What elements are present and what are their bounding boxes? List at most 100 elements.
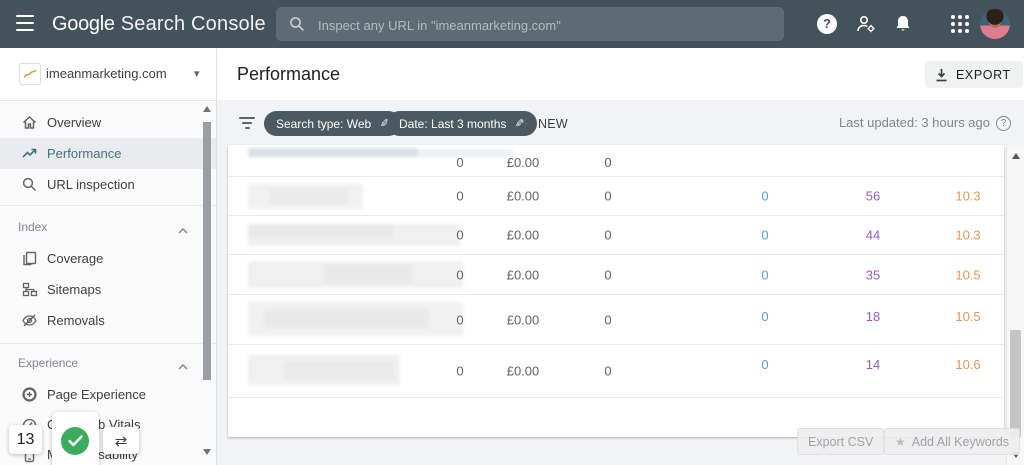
- position-cell: 10.3: [955, 188, 981, 204]
- last-updated-help-icon[interactable]: ?: [996, 116, 1011, 131]
- sidebar-item-page-experience[interactable]: Page Experience: [0, 379, 216, 410]
- sidebar-item-performance[interactable]: Performance: [0, 138, 216, 169]
- redacted-keyword: [323, 264, 413, 285]
- download-icon: [936, 68, 947, 81]
- competition-cell: 0: [604, 312, 612, 327]
- cpc-cell: £0.00: [506, 363, 540, 379]
- page-title: Performance: [237, 64, 341, 84]
- cpc-cell: £0.00: [506, 188, 540, 204]
- notifications-button[interactable]: [891, 12, 915, 36]
- success-check-icon: [61, 427, 89, 455]
- table-row[interactable]: 0 £0.00 0: [228, 145, 1004, 177]
- volume-cell: 0: [456, 267, 464, 282]
- competition-cell: 0: [604, 227, 612, 243]
- position-cell: 10.5: [955, 267, 981, 282]
- hamburger-menu-icon[interactable]: [16, 15, 36, 31]
- competition-cell: 0: [604, 267, 612, 282]
- table-row[interactable]: 0 £0.00 0 0 14 10.6: [228, 345, 1004, 398]
- new-filter-button[interactable]: + NEW: [520, 111, 568, 136]
- logo-primary: Google: [52, 13, 115, 35]
- sidebar: imeanmarketing.com ▾ Overview Performanc…: [0, 48, 217, 465]
- help-button[interactable]: ?: [815, 12, 839, 36]
- google-apps-button[interactable]: [948, 12, 972, 36]
- eye-off-icon: [21, 312, 38, 329]
- clicks-cell: 0: [761, 267, 769, 282]
- chip-label: Search type: Web: [276, 116, 372, 131]
- cpc-cell: £0.00: [506, 267, 540, 282]
- sidebar-item-label: Performance: [47, 146, 122, 161]
- redacted-keyword: [248, 224, 393, 238]
- section-label: Experience: [18, 356, 79, 370]
- sidebar-scroll-up-arrow[interactable]: [203, 106, 211, 112]
- app-logo: Google Search Console: [52, 0, 266, 48]
- sidebar-item-overview[interactable]: Overview: [0, 107, 216, 138]
- search-icon: [290, 17, 304, 31]
- sidebar-scrollbar-thumb[interactable]: [203, 122, 211, 380]
- section-label: Index: [18, 220, 48, 234]
- sidebar-item-label: Page Experience: [47, 387, 147, 402]
- sidebar-item-url-inspection[interactable]: URL inspection: [0, 169, 216, 200]
- chip-label: Date: Last 3 months: [399, 116, 507, 131]
- redacted-keyword: [284, 361, 394, 380]
- extension-count-badge[interactable]: 13: [9, 425, 42, 454]
- competition-cell: 0: [604, 188, 612, 204]
- extension-add-all-keywords-button[interactable]: ★ Add All Keywords: [884, 428, 1021, 455]
- filter-list-icon[interactable]: [239, 117, 255, 129]
- volume-cell: 0: [456, 227, 464, 243]
- volume-cell: 0: [456, 363, 464, 379]
- help-icon: ?: [817, 14, 837, 34]
- table-row[interactable]: 0 £0.00 0 0 56 10.3: [228, 177, 1004, 216]
- sidebar-item-coverage[interactable]: Coverage: [0, 243, 216, 274]
- sitemap-tree-icon: [21, 281, 38, 298]
- impressions-cell: 56: [865, 188, 881, 204]
- sidebar-item-sitemaps[interactable]: Sitemaps: [0, 274, 216, 305]
- scrollbar-thumb[interactable]: [1010, 330, 1021, 438]
- filter-chip-search-type[interactable]: Search type: Web ✎: [264, 111, 402, 136]
- section-header-index[interactable]: Index: [0, 213, 216, 241]
- sidebar-item-label: Sitemaps: [47, 282, 102, 297]
- page-header: Performance EXPORT: [217, 48, 1024, 100]
- export-csv-label: Export CSV: [808, 434, 874, 449]
- sidebar-divider: [0, 205, 216, 206]
- filter-bar: Search type: Web ✎ Date: Last 3 months ✎…: [217, 100, 1024, 145]
- pages-icon: [21, 250, 38, 267]
- section-header-experience[interactable]: Experience: [0, 349, 216, 377]
- extension-swap-widget[interactable]: ⇄: [103, 427, 139, 454]
- account-settings-button[interactable]: [854, 12, 878, 36]
- property-selector[interactable]: imeanmarketing.com ▾: [0, 48, 216, 101]
- table-row[interactable]: 0 £0.00 0 0 44 10.3: [228, 216, 1004, 255]
- impressions-cell: 14: [865, 357, 881, 372]
- table-row[interactable]: 0 £0.00 0 0 35 10.5: [228, 255, 1004, 295]
- scroll-down-arrow[interactable]: [1012, 452, 1020, 458]
- export-button[interactable]: EXPORT: [925, 61, 1023, 88]
- position-cell: 10.3: [955, 227, 981, 243]
- chevron-up-icon: [178, 221, 188, 239]
- property-name: imeanmarketing.com: [46, 66, 167, 81]
- star-icon: ★: [895, 434, 906, 449]
- url-inspect-searchbox: [276, 7, 784, 43]
- logo-secondary: Search Console: [120, 13, 266, 35]
- volume-cell: 0: [456, 155, 464, 170]
- chevron-down-icon: ▾: [194, 68, 200, 80]
- filter-chip-date[interactable]: Date: Last 3 months ✎: [387, 111, 537, 136]
- sidebar-item-removals[interactable]: Removals: [0, 305, 216, 336]
- magnifier-icon: [21, 176, 38, 193]
- content-scrollbar: [1006, 145, 1024, 465]
- table-row[interactable]: 0 £0.00 0 0 18 10.5: [228, 295, 1004, 345]
- extension-status-widget[interactable]: [52, 412, 99, 465]
- cpc-cell: £0.00: [506, 155, 540, 170]
- plus-icon: +: [520, 113, 530, 133]
- extension-export-csv-button[interactable]: Export CSV: [797, 428, 885, 455]
- clicks-cell: 0: [761, 309, 769, 324]
- redacted-keyword: [264, 309, 429, 328]
- impressions-cell: 44: [865, 227, 881, 243]
- url-inspect-input[interactable]: [316, 7, 775, 43]
- scroll-up-arrow[interactable]: [1012, 153, 1020, 159]
- user-avatar[interactable]: [980, 9, 1010, 39]
- sidebar-item-label: Removals: [47, 313, 105, 328]
- sidebar-scroll-down-arrow[interactable]: [203, 449, 211, 455]
- sidebar-divider: [0, 343, 216, 344]
- cpc-cell: £0.00: [506, 312, 540, 327]
